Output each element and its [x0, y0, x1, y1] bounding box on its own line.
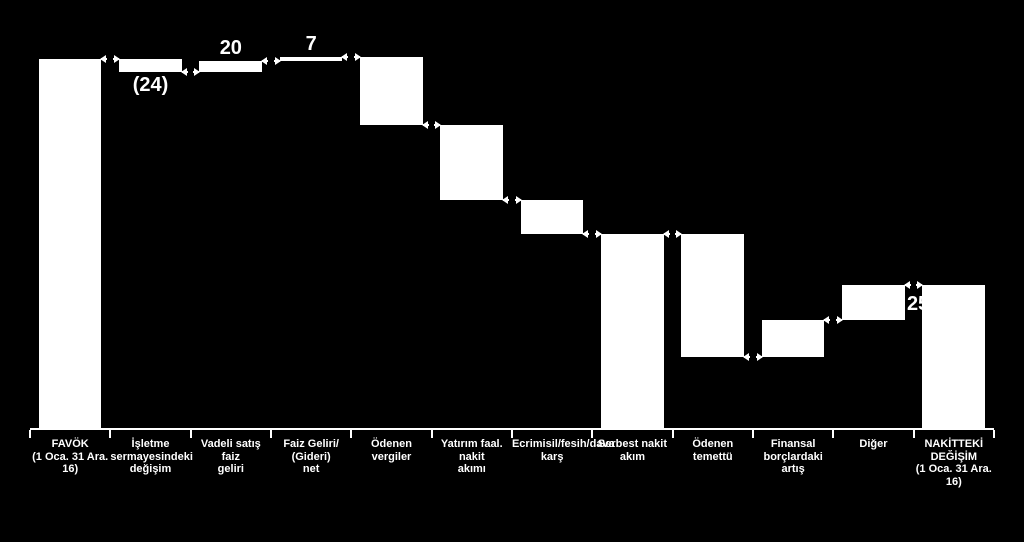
waterfall-bar: [762, 320, 825, 357]
connector-arrow: [181, 68, 187, 76]
bar-value-label: 253: [907, 293, 940, 316]
connector-arrow: [114, 55, 120, 63]
connector-arrow: [596, 230, 602, 238]
x-axis-label: Ödenen temettü: [673, 438, 753, 463]
x-axis-label: Ödenen vergiler: [351, 438, 431, 463]
axis-tick: [913, 430, 915, 438]
connector-arrow: [194, 68, 200, 76]
axis-tick: [29, 430, 31, 438]
axis-tick: [190, 430, 192, 438]
axis-tick: [591, 430, 593, 438]
bar-value-label: 20: [220, 37, 242, 60]
x-axis-label: Finansal borçlardaki artış: [753, 438, 833, 476]
x-axis-label: Serbest nakit akım: [592, 438, 672, 463]
waterfall-bar: [280, 57, 343, 61]
connector-arrow: [435, 121, 441, 129]
connector-arrow: [355, 53, 361, 61]
waterfall-bar: [39, 59, 102, 430]
connector-arrow: [904, 281, 910, 289]
axis-tick: [752, 430, 754, 438]
waterfall-bar: [842, 285, 905, 319]
waterfall-bar: [601, 234, 664, 430]
connector-arrow: [516, 196, 522, 204]
x-axis-label: FAVÖK (1 Oca. 31 Ara. 16): [30, 438, 110, 476]
connector-arrow: [837, 316, 843, 324]
waterfall-bar: [360, 57, 423, 126]
waterfall-bar: [199, 61, 262, 72]
bar-value-label: 7: [306, 33, 317, 56]
connector-arrow: [676, 230, 682, 238]
connector-arrow: [261, 57, 267, 65]
axis-tick: [350, 430, 352, 438]
x-axis-label: Faiz Geliri/ (Gideri) net: [271, 438, 351, 476]
x-axis-label: Ecrimisil/fesih/dava karş: [512, 438, 592, 463]
plot-area: (24) 20 7 253: [30, 30, 994, 430]
x-axis-label: Yatırım faal. nakit akımı: [432, 438, 512, 476]
bar-value-label: (24): [133, 74, 169, 97]
axis-tick: [511, 430, 513, 438]
axis-tick: [109, 430, 111, 438]
connector-arrow: [917, 281, 923, 289]
x-axis-label: İşletme sermayesindeki değişim: [110, 438, 190, 476]
axis-tick: [270, 430, 272, 438]
x-axis-label: Diğer: [833, 438, 913, 451]
axis-tick: [993, 430, 995, 438]
connector-arrow: [502, 196, 508, 204]
axis-tick: [832, 430, 834, 438]
axis-tick: [431, 430, 433, 438]
waterfall-bar: [119, 59, 182, 73]
connector-arrow: [422, 121, 428, 129]
waterfall-bar: [521, 200, 584, 234]
connector-arrow: [275, 57, 281, 65]
connector-arrow: [582, 230, 588, 238]
connector-arrow: [341, 53, 347, 61]
connector-arrow: [663, 230, 669, 238]
waterfall-bar: [681, 234, 744, 357]
connector-arrow: [823, 316, 829, 324]
waterfall-bar: [440, 125, 503, 199]
x-axis-label: Vadeli satış faiz geliri: [191, 438, 271, 476]
connector-arrow: [757, 353, 763, 361]
connector-arrow: [100, 55, 106, 63]
waterfall-chart: (24) 20 7 253 FAVÖK (1 Oca. 31 Ara. 16)İşle…: [30, 30, 994, 512]
connector-arrow: [743, 353, 749, 361]
x-axis-label: NAKİTTEKİ DEĞİŞİM (1 Oca. 31 Ara. 16): [914, 438, 994, 489]
axis-tick: [672, 430, 674, 438]
